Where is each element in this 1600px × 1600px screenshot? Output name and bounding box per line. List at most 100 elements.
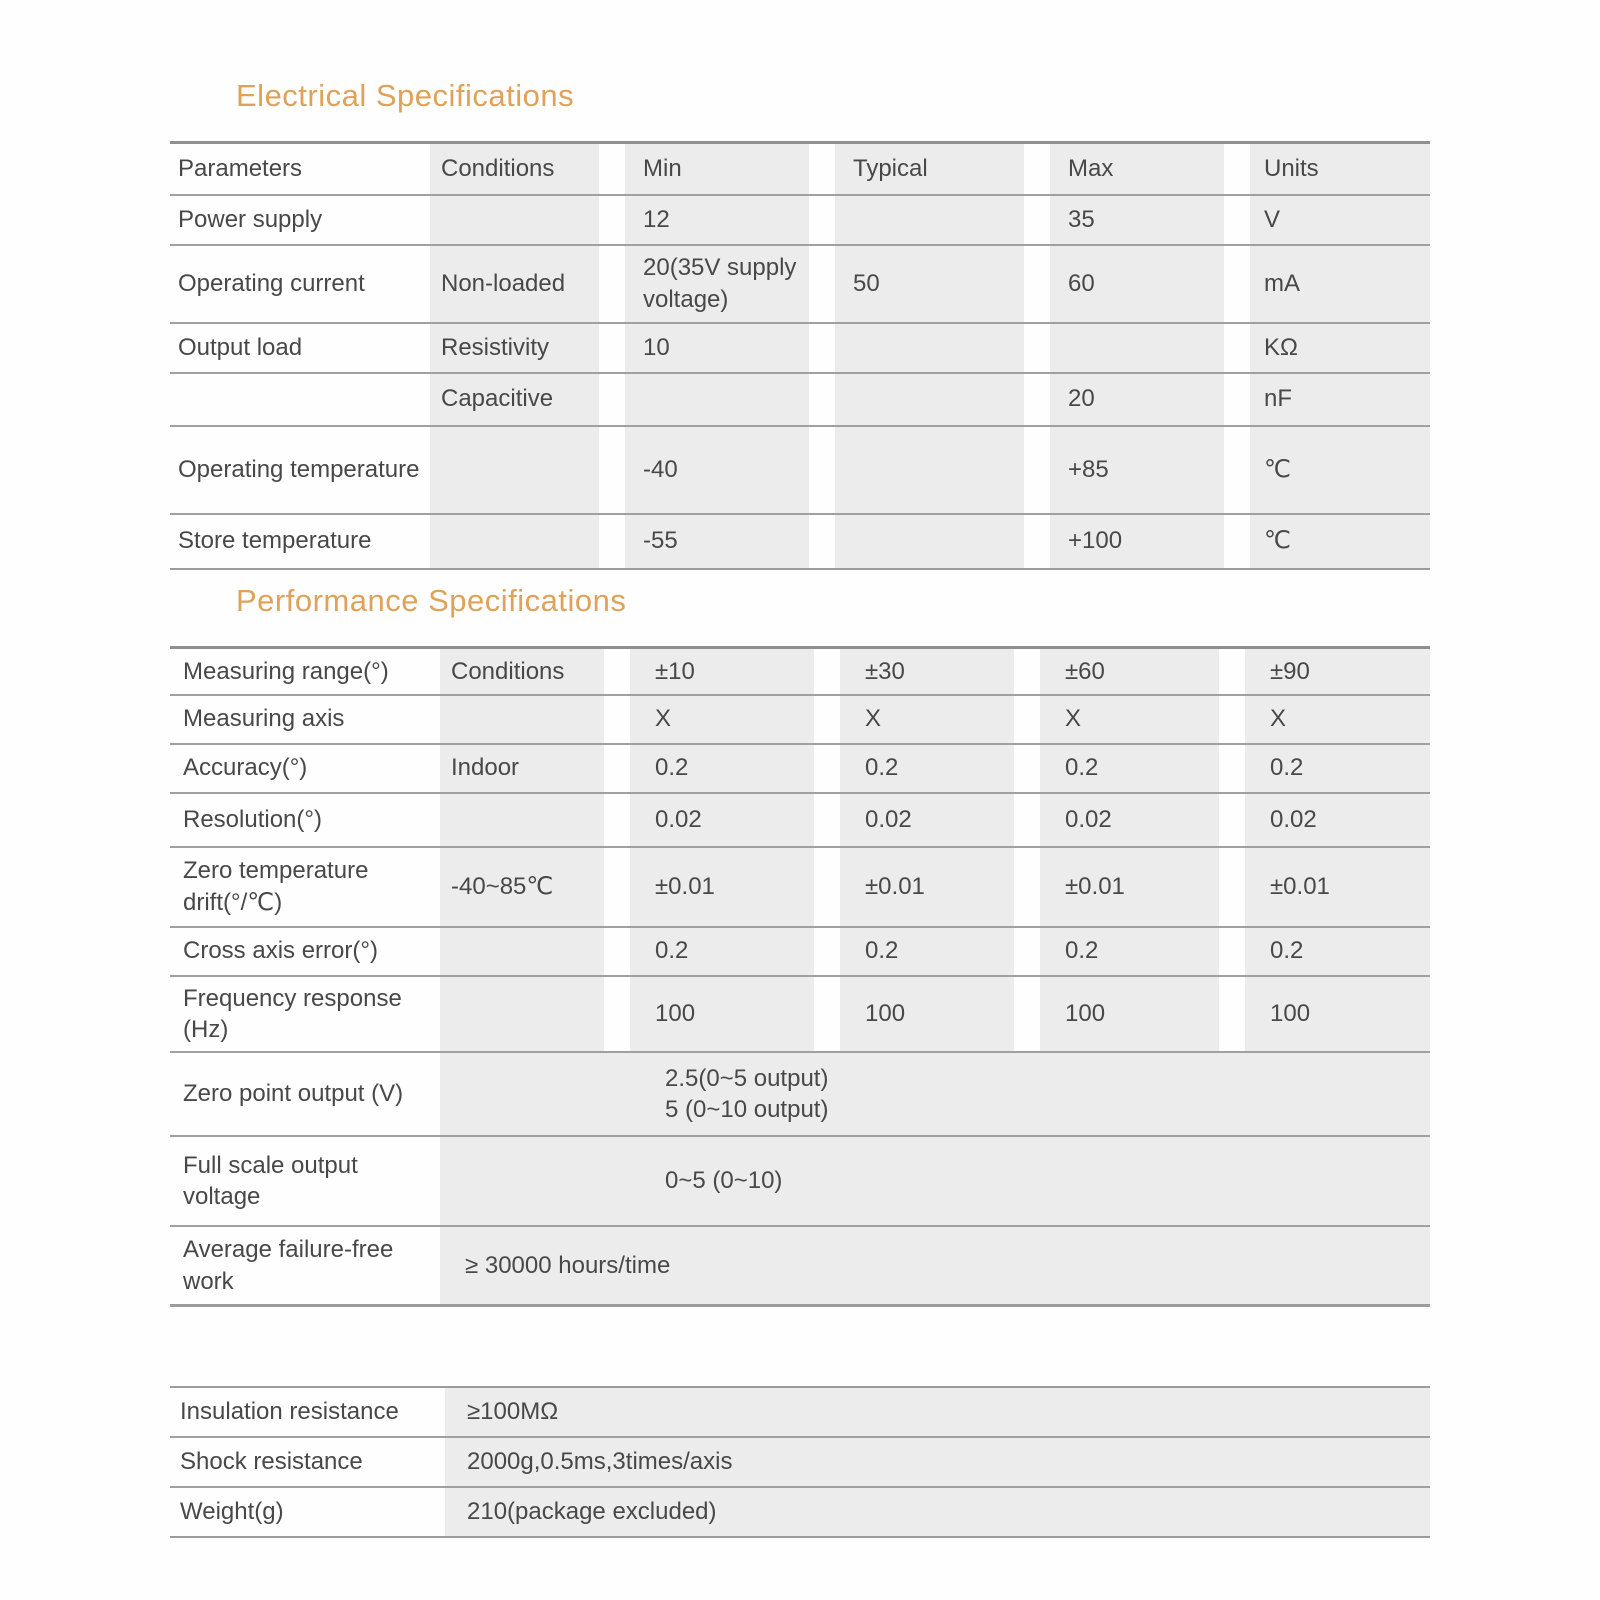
value-cell: X [1245,693,1430,744]
row-label: Accuracy(°) [170,742,440,793]
parameter-cell [170,371,430,426]
column-header: Max [1050,142,1250,195]
row-label: Measuring range(°) [183,657,389,685]
units-cell: KΩ [1250,321,1430,373]
table-row: Insulation resistance ≥100MΩ [170,1387,1430,1437]
condition-cell: Indoor [440,742,630,793]
row-label: Zero point output (V) [170,1050,440,1136]
condition-cell [430,424,625,514]
table-row: Output load Resistivity 10 KΩ [170,321,1430,373]
column-header: Typical [835,142,1050,195]
table-row: Zero point output (V) 2.5(0~5 output) 5 … [170,1050,1430,1136]
typical-cell [835,321,1050,373]
row-label: Insulation resistance [180,1398,399,1426]
max-cell [1050,321,1250,373]
max-cell: 20 [1050,371,1250,426]
max-cell: +85 [1050,424,1250,514]
table-row: Full scale output voltage 0~5 (0~10) [170,1134,1430,1226]
value-cell: 100 [630,974,840,1052]
value-cell: 0.2 [840,925,1040,976]
value-cell: X [630,693,840,744]
row-label: Weight(g) [170,1486,445,1537]
row-label: Full scale output voltage [170,1134,440,1226]
value-cell: 210(package excluded) [445,1486,1430,1537]
min-cell: -40 [625,424,835,514]
value-cell: ≥100MΩ [445,1387,1430,1437]
value-cell: X [840,693,1040,744]
table-row: Weight(g) 210(package excluded) [170,1486,1430,1537]
table-row: Zero temperature drift(°/℃) -40~85℃ ±0.0… [170,845,1430,927]
physical-specifications-table: Insulation resistance ≥100MΩ Shock resis… [170,1386,1430,1538]
max-cell: +100 [1050,512,1250,569]
condition-cell: Resistivity [430,321,625,373]
electrical-specifications-title: Electrical Specifications [236,78,575,113]
performance-header-row: Measuring range(°) Conditions ±10 ±30 ±6… [170,647,1430,695]
value-cell: 0.2 [840,742,1040,793]
min-cell: -55 [625,512,835,569]
performance-specifications-title: Performance Specifications [236,583,627,618]
table-row: Average failure-free work ≥ 30000 hours/… [170,1224,1430,1306]
condition-cell [440,693,630,744]
range-cell: ±90 [1245,647,1430,695]
value-cell: 0~5 (0~10) [440,1134,1430,1226]
row-label: Measuring axis [170,693,440,744]
row-label: Resolution(°) [170,791,440,847]
electrical-specifications-table: Parameters Conditions Min Typical Max Un… [170,141,1430,570]
typical-cell [835,512,1050,569]
units-cell: nF [1250,371,1430,426]
parameter-cell: Operating current [170,243,430,323]
min-cell: 12 [625,193,835,245]
min-cell [625,371,835,426]
column-header: Units [1250,142,1430,195]
units-cell: mA [1250,243,1430,323]
range-cell: ±10 [630,647,840,695]
table-row: Measuring axis X X X X [170,693,1430,744]
max-cell: 60 [1050,243,1250,323]
table-row: Resolution(°) 0.02 0.02 0.02 0.02 [170,791,1430,847]
units-cell: ℃ [1250,424,1430,514]
condition-cell [430,193,625,245]
performance-specifications-table: Measuring range(°) Conditions ±10 ±30 ±6… [170,646,1430,1308]
value-cell: ≥ 30000 hours/time [440,1224,1430,1306]
table-row: Shock resistance 2000g,0.5ms,3times/axis [170,1436,1430,1487]
typical-cell: 50 [835,243,1050,323]
condition-cell: -40~85℃ [440,845,630,927]
row-label: Zero temperature drift(°/℃) [170,845,440,927]
value-cell: 0.2 [630,742,840,793]
value-cell: 100 [1040,974,1245,1052]
table-row: Power supply 12 35 V [170,193,1430,245]
units-cell: V [1250,193,1430,245]
value-cell: 0.2 [1040,742,1245,793]
parameter-cell: Operating temperature [170,424,430,514]
condition-cell [430,512,625,569]
min-cell: 10 [625,321,835,373]
value-cell: 0.02 [1040,791,1245,847]
table-row: Operating current Non-loaded 20(35V supp… [170,243,1430,323]
value-cell: 0.02 [630,791,840,847]
row-label: Shock resistance [170,1436,445,1487]
typical-cell [835,424,1050,514]
table-row: Operating temperature -40 +85 ℃ [170,424,1430,514]
parameter-cell: Store temperature [170,512,430,569]
condition-cell [440,925,630,976]
typical-cell [835,371,1050,426]
value-cell: 0.2 [1245,925,1430,976]
value-cell: 2000g,0.5ms,3times/axis [445,1436,1430,1487]
parameter-cell: Output load [170,321,430,373]
value-cell: 0.2 [1040,925,1245,976]
value-cell: ±0.01 [630,845,840,927]
condition-cell: Capacitive [430,371,625,426]
condition-cell: Non-loaded [430,243,625,323]
value-cell: 0.02 [1245,791,1430,847]
condition-cell [440,974,630,1052]
row-label: Cross axis error(°) [170,925,440,976]
table-row: Capacitive 20 nF [170,371,1430,426]
typical-cell [835,193,1050,245]
value-cell: 0.2 [1245,742,1430,793]
value-cell: X [1040,693,1245,744]
range-cell: ±60 [1040,647,1245,695]
table-row: Cross axis error(°) 0.2 0.2 0.2 0.2 [170,925,1430,976]
value-cell: 100 [1245,974,1430,1052]
column-header: Conditions [430,142,625,195]
table-row: Accuracy(°) Indoor 0.2 0.2 0.2 0.2 [170,742,1430,793]
